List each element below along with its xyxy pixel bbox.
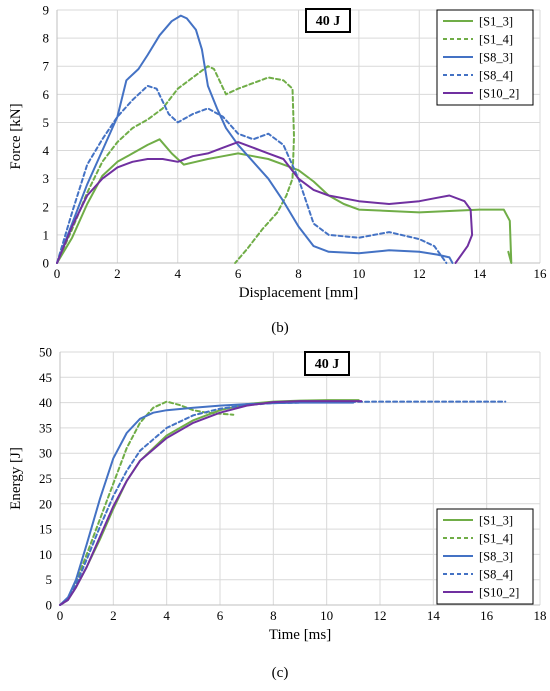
y-tick-label: 45	[39, 370, 52, 385]
legend: [S1_3] [S1_4] [S8_3] [S8_4] [S10_2]	[436, 9, 534, 106]
legend-label: [S8_3]	[479, 550, 513, 564]
y-axis-label: Force [kN]	[8, 103, 24, 169]
x-tick-label: 16	[534, 266, 548, 281]
annotation-text: 40 J	[316, 14, 341, 29]
y-tick-label: 8	[43, 31, 50, 46]
series-line-s8_4	[56, 84, 448, 264]
legend-label: [S8_3]	[479, 51, 513, 65]
y-tick-label: 0	[43, 256, 50, 271]
legend-label: [S1_3]	[479, 514, 513, 528]
y-tick-label: 9	[43, 3, 50, 18]
series-line-s10_2	[56, 141, 474, 264]
series-line-s10_2	[59, 400, 363, 606]
y-tick-label: 50	[39, 345, 52, 360]
x-tick-label: 4	[175, 266, 182, 281]
x-tick-label: 12	[374, 608, 387, 623]
x-tick-label: 0	[54, 266, 61, 281]
force-displacement-chart: (b) 0 2 4 6 8 10 12 14 160123456789Displacement …	[8, 3, 547, 337]
x-tick-label: 10	[352, 266, 365, 281]
x-axis-label: Displacement [mm]	[239, 285, 359, 301]
energy-time-chart: (c) 0 2 4 6 8 10 12 14 16 18 0 5 10 15 20 25 30 35 40 45 50 T…	[8, 345, 547, 682]
legend: [S1_3] [S1_4] [S8_3] [S8_4] [S10_2]	[436, 508, 534, 605]
series-line-s1_4	[56, 65, 295, 264]
series-lines	[56, 14, 513, 264]
x-tick-label: 6	[235, 266, 242, 281]
x-tick-label: 2	[110, 608, 117, 623]
x-tick-label: 18	[534, 608, 547, 623]
annotation-text: 40 J	[315, 357, 340, 372]
y-tick-label: 2	[43, 199, 50, 214]
x-axis-label: Time [ms]	[269, 627, 331, 643]
y-tick-label: 35	[39, 420, 52, 435]
series-line-s1_3	[56, 138, 513, 264]
series-lines	[59, 399, 507, 606]
x-tick-label: 12	[413, 266, 426, 281]
legend-label: [S8_4]	[479, 69, 513, 83]
legend-label: [S1_3]	[479, 15, 513, 29]
x-tick-label: 8	[270, 608, 277, 623]
annotation-box	[305, 8, 351, 33]
legend-label: [S8_4]	[479, 568, 513, 582]
y-tick-label: 40	[39, 395, 52, 410]
y-tick-label: 15	[39, 522, 52, 537]
y-tick-label: 3	[43, 171, 50, 186]
series-line-s1_4	[59, 400, 235, 606]
y-tick-label: 7	[43, 59, 50, 74]
x-tick-label: 2	[114, 266, 121, 281]
y-tick-label: 10	[39, 547, 52, 562]
y-tick-label: 1	[43, 227, 50, 242]
x-tick-label: 0	[57, 608, 64, 623]
x-tick-label: 10	[320, 608, 333, 623]
panel-label-b: (b)	[271, 320, 289, 336]
y-tick-label: 6	[43, 87, 50, 102]
series-line-s1_3	[59, 399, 360, 606]
legend-label: [S10_2]	[479, 586, 519, 600]
y-tick-label: 0	[46, 598, 53, 613]
y-axis-label: Energy [J]	[8, 447, 24, 510]
x-tick-label: 4	[163, 608, 170, 623]
x-tick-label: 6	[217, 608, 224, 623]
x-tick-label: 14	[427, 608, 441, 623]
series-line-s8_3	[56, 14, 454, 264]
x-tick-label: 8	[295, 266, 302, 281]
legend-label: [S1_4]	[479, 33, 513, 47]
y-tick-label: 4	[43, 143, 50, 158]
legend-label: [S10_2]	[479, 87, 519, 101]
y-tick-label: 20	[39, 496, 52, 511]
y-tick-label: 25	[39, 471, 52, 486]
y-tick-label: 30	[39, 446, 52, 461]
x-tick-label: 16	[480, 608, 494, 623]
y-tick-label: 5	[43, 115, 50, 130]
annotation-box	[304, 351, 350, 376]
x-tick-label: 14	[473, 266, 487, 281]
legend-label: [S1_4]	[479, 532, 513, 546]
y-tick-label: 5	[46, 572, 53, 587]
panel-label-c: (c)	[272, 665, 289, 681]
